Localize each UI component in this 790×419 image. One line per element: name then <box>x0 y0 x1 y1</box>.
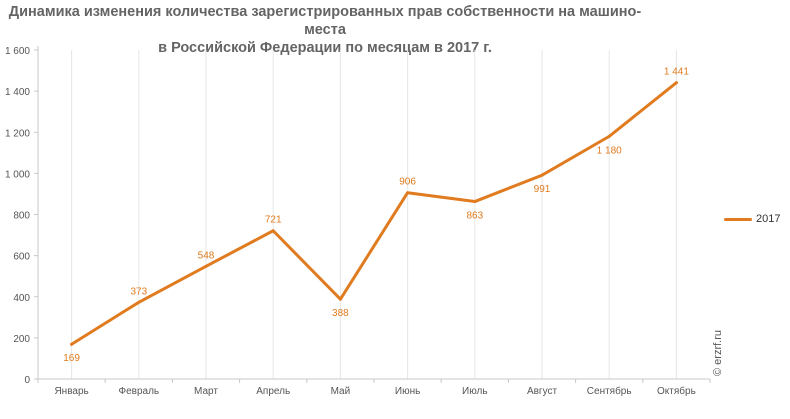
data-point-4 <box>271 229 275 233</box>
y-tick-label-400: 400 <box>13 293 30 304</box>
y-tick-label-600: 600 <box>13 252 30 263</box>
x-tick-label-8: Август <box>527 386 558 397</box>
data-point-5 <box>338 297 342 301</box>
y-tick-label-200: 200 <box>13 334 30 345</box>
y-tick-label-1000: 1 000 <box>5 169 30 180</box>
data-point-3 <box>204 264 208 268</box>
data-point-1 <box>70 342 74 346</box>
x-tick-label-4: Апрель <box>256 386 290 397</box>
data-point-7 <box>473 200 477 204</box>
data-label-8: 991 <box>534 184 551 195</box>
legend[interactable]: 2017 <box>724 213 780 225</box>
data-point-2 <box>137 300 141 304</box>
legend-swatch <box>724 217 752 221</box>
data-point-8 <box>540 173 544 177</box>
data-label-5: 388 <box>332 308 349 319</box>
y-tick-label-800: 800 <box>13 211 30 222</box>
data-label-10: 1 441 <box>664 67 689 78</box>
y-tick-label-0: 0 <box>24 375 30 386</box>
x-tick-label-3: Март <box>194 386 218 397</box>
data-label-7: 863 <box>466 211 483 222</box>
x-tick-label-1: Январь <box>54 386 88 397</box>
watermark: © erzrf.ru <box>712 330 724 376</box>
data-label-9: 1 180 <box>597 145 622 156</box>
data-label-2: 373 <box>130 286 147 297</box>
y-tick-label-1400: 1 400 <box>5 87 30 98</box>
y-tick-label-1200: 1 200 <box>5 128 30 139</box>
data-label-4: 721 <box>265 215 282 226</box>
data-point-10 <box>674 81 678 85</box>
x-tick-label-6: Июнь <box>395 386 420 397</box>
x-tick-label-7: Июль <box>462 386 488 397</box>
data-label-3: 548 <box>198 250 215 261</box>
data-point-9 <box>607 134 611 138</box>
x-tick-label-10: Октябрь <box>657 385 696 397</box>
y-tick-label-1600: 1 600 <box>5 46 30 57</box>
chart-title: Динамика изменения количества зарегистри… <box>0 3 650 57</box>
series-line-2017 <box>70 81 678 346</box>
data-point-6 <box>406 191 410 195</box>
chart-title-line-1: Динамика изменения количества зарегистри… <box>8 4 642 38</box>
x-tick-label-5: Май <box>331 386 351 397</box>
chart-title-line-2: в Российской Федерации по месяцам в 2017… <box>158 40 492 56</box>
data-label-6: 906 <box>399 177 416 188</box>
data-label-1: 169 <box>63 353 80 364</box>
legend-label: 2017 <box>756 213 781 225</box>
x-tick-label-2: Февраль <box>118 386 159 397</box>
x-tick-label-9: Сентябрь <box>587 385 632 397</box>
